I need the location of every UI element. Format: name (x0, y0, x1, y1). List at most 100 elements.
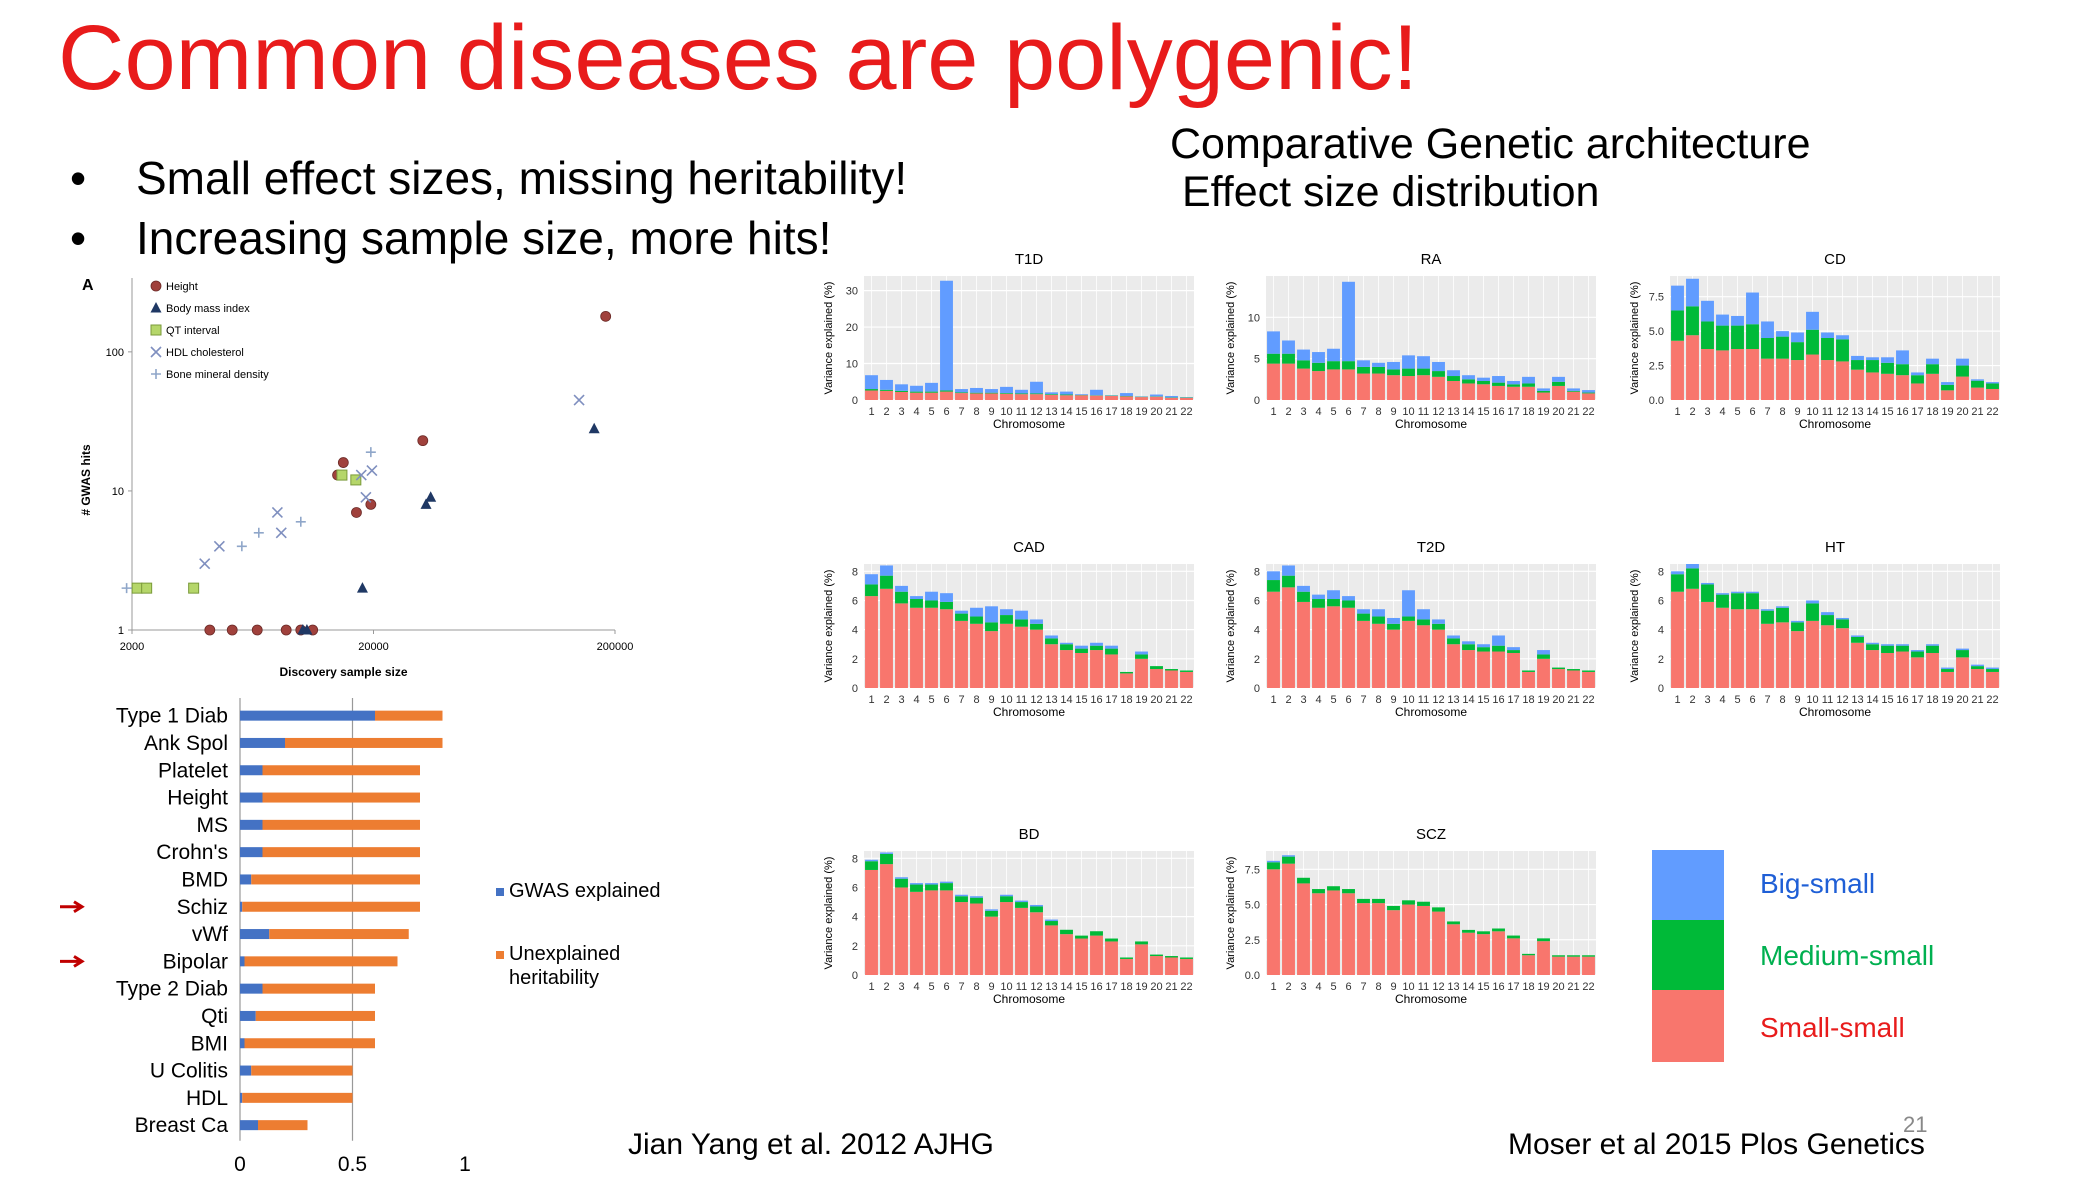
bar-big-small (955, 895, 968, 896)
x-tick-label: 18 (1522, 981, 1534, 993)
bar-medium-small (1447, 921, 1460, 924)
x-tick-label: 3 (1704, 694, 1710, 706)
bar-small-small (1327, 606, 1340, 688)
plot-background (864, 276, 1194, 400)
x-axis-title: Chromosome (993, 417, 1065, 431)
bar-medium-small (1135, 654, 1148, 658)
bar-big-small (1926, 359, 1939, 365)
y-axis-title: Variance explained (%) (823, 857, 835, 970)
category-label: Platelet (158, 759, 228, 782)
bar-medium-small (1956, 366, 1969, 377)
bar-medium-small (1357, 367, 1370, 374)
x-tick-label: 4 (1315, 981, 1321, 993)
y-tick-label: 2 (852, 654, 858, 666)
category-label: BMD (181, 868, 228, 891)
bar-medium-small (1015, 902, 1028, 908)
bar-medium-small (1492, 646, 1505, 652)
bar-small-small (1462, 383, 1475, 400)
bar-big-small (925, 592, 938, 601)
bar-medium-small (985, 622, 998, 631)
bar-medium-small (1090, 646, 1103, 650)
bar-small-small (1402, 621, 1415, 688)
bar-medium-small (955, 614, 968, 621)
bar-small-small (1776, 359, 1789, 400)
bar-big-small (1402, 355, 1415, 368)
bar-big-small (1030, 905, 1043, 906)
bar-medium-small (1327, 361, 1340, 369)
x-tick-label: 20 (1150, 406, 1162, 418)
bar-medium-small (1567, 391, 1580, 392)
bar-small-small (1000, 624, 1013, 688)
y-tick-label: 100 (106, 347, 124, 359)
bar-medium-small (1492, 383, 1505, 386)
bar-big-small (1015, 901, 1028, 902)
x-tick-label: 2 (883, 981, 889, 993)
bar-big-small (955, 611, 968, 614)
bar-small-small (925, 608, 938, 688)
bar-small-small (1477, 384, 1490, 400)
x-tick-label: 20 (1552, 406, 1564, 418)
bar-medium-small (1941, 385, 1954, 391)
facet-title: BD (1019, 826, 1040, 843)
bullet-dot: • (70, 148, 136, 208)
bar-medium-small (1120, 957, 1133, 958)
bar-medium-small (1282, 576, 1295, 588)
y-tick-label: 4 (852, 625, 858, 637)
x-tick-label: 5 (928, 406, 934, 418)
bar-small-small (1477, 934, 1490, 975)
y-axis-title: Variance explained (%) (1629, 282, 1641, 395)
right-title: Comparative Genetic architecture Effect … (1170, 120, 1811, 216)
highlight-arrow-icon (60, 902, 82, 912)
bar-big-small (1731, 316, 1744, 326)
y-tick-label: 4 (852, 912, 858, 924)
x-tick-label: 5 (1330, 406, 1336, 418)
x-tick-label: 8 (973, 694, 979, 706)
bar-medium-small (1282, 354, 1295, 364)
bar-unexplained (251, 1066, 352, 1076)
bar-big-small (1701, 583, 1714, 584)
x-tick-label: 5 (1330, 694, 1336, 706)
y-tick-label: 8 (852, 566, 858, 578)
bar-medium-small (1342, 361, 1355, 369)
bar-medium-small (1926, 364, 1939, 374)
bar-big-small (1492, 376, 1505, 383)
category-label: Schiz (177, 896, 228, 919)
scatter-point (200, 559, 210, 569)
legend-label: Bone mineral density (166, 369, 269, 381)
bar-big-small (1267, 331, 1280, 353)
bar-medium-small (1552, 382, 1565, 386)
x-tick-label: 7 (1360, 406, 1366, 418)
y-tick-label: 7.5 (1245, 864, 1260, 876)
bar-small-small (1015, 394, 1028, 400)
bar-big-small (1342, 596, 1355, 600)
bar-unexplained (375, 711, 443, 721)
x-tick-label: 8 (973, 406, 979, 418)
bar-small-small (1701, 349, 1714, 400)
bar-small-small (1851, 370, 1864, 400)
bar-small-small (1342, 369, 1355, 400)
bar-big-small (1716, 593, 1729, 594)
bar-big-small (1761, 321, 1774, 338)
bar-small-small (1911, 383, 1924, 400)
bar-medium-small (1327, 886, 1340, 890)
bar-small-small (1417, 625, 1430, 688)
bar-medium-small (1312, 363, 1325, 371)
x-axis-title: Chromosome (1799, 417, 1871, 431)
bar-small-small (1135, 659, 1148, 688)
bar-small-small (1477, 652, 1490, 688)
bar-big-small (1000, 895, 1013, 896)
scatter-point (361, 492, 371, 502)
bar-small-small (1165, 670, 1178, 688)
bar-big-small (1267, 861, 1280, 862)
bar-unexplained (263, 984, 376, 994)
legend-marker (151, 302, 162, 313)
bar-medium-small (970, 898, 983, 904)
bar-small-small (1716, 350, 1729, 400)
bar-medium-small (1105, 649, 1118, 655)
y-tick-label: 2.5 (1245, 935, 1260, 947)
bar-small-small (865, 870, 878, 975)
bar-big-small (1090, 643, 1103, 646)
bar-small-small (1417, 906, 1430, 975)
y-tick-label: 8 (1254, 566, 1260, 578)
